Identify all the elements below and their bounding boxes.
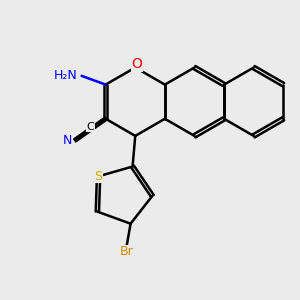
Text: N: N bbox=[62, 134, 72, 147]
Text: Br: Br bbox=[119, 245, 133, 258]
Text: O: O bbox=[131, 57, 142, 71]
Text: H₂N: H₂N bbox=[53, 69, 77, 82]
Text: S: S bbox=[94, 170, 103, 183]
Text: C: C bbox=[86, 122, 94, 132]
